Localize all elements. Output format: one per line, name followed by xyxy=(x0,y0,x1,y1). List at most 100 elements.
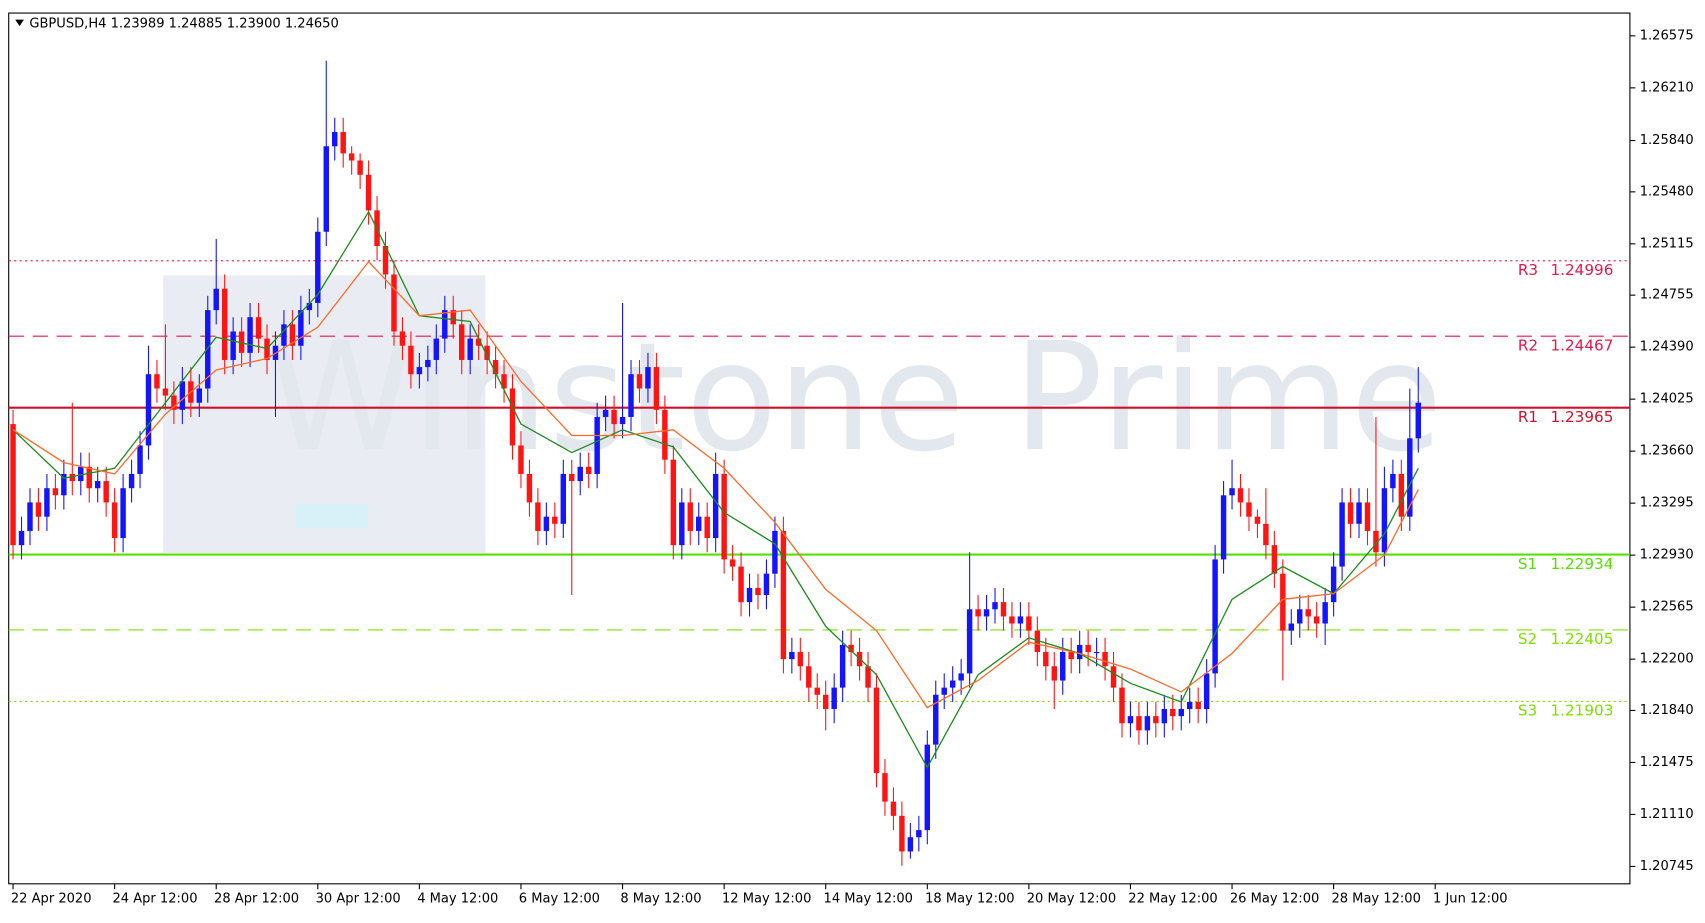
candle-body xyxy=(1161,709,1168,724)
candle-body xyxy=(416,367,423,375)
candle-body xyxy=(1068,652,1074,660)
y-tick-label: 1.21110 xyxy=(1640,807,1694,822)
candle-body xyxy=(18,530,25,546)
candle-body xyxy=(865,666,871,688)
candle-body xyxy=(949,680,956,688)
candle-body xyxy=(1127,716,1134,724)
candle-body xyxy=(814,687,820,695)
y-tick-label: 1.22930 xyxy=(1640,548,1694,563)
x-tick-label: 4 May 12:00 xyxy=(417,892,498,907)
candle-body xyxy=(484,345,490,360)
candle-body xyxy=(696,516,702,531)
level-value: 1.24467 xyxy=(1550,336,1613,354)
candle-body xyxy=(1085,644,1091,653)
candle-body xyxy=(1119,687,1125,724)
candle-body xyxy=(1051,666,1057,681)
candle-body xyxy=(450,310,456,325)
candle-body xyxy=(509,388,516,446)
candle-body xyxy=(1364,502,1371,531)
y-tick-label: 1.24025 xyxy=(1640,392,1694,407)
watermark-logo-bar xyxy=(295,503,368,528)
candle-body xyxy=(1220,495,1227,560)
candle-body xyxy=(247,317,253,353)
candle-body xyxy=(399,331,406,346)
header: GBPUSD,H4 1.23989 1.24885 1.23900 1.2465… xyxy=(29,16,338,31)
candle-body xyxy=(1178,709,1184,717)
candle-body xyxy=(1102,652,1108,667)
candle-body xyxy=(662,409,668,460)
y-tick-label: 1.23660 xyxy=(1640,444,1694,459)
candle-body xyxy=(408,345,414,375)
candle-body xyxy=(281,324,287,346)
candle-body xyxy=(1212,559,1218,674)
candle-body xyxy=(611,409,617,425)
candle-body xyxy=(365,174,372,211)
candle-body xyxy=(679,502,685,546)
candle-body xyxy=(916,830,922,838)
candle-body xyxy=(382,245,389,275)
x-tick-label: 22 Apr 2020 xyxy=(11,892,92,907)
candle-body xyxy=(348,153,355,161)
level-value: 1.24996 xyxy=(1550,261,1613,279)
candle-body xyxy=(357,160,363,175)
candle-body xyxy=(924,744,931,831)
candle-body xyxy=(35,502,42,517)
candle-body xyxy=(162,388,169,396)
candle-body xyxy=(1398,473,1405,517)
candle-body xyxy=(1415,402,1421,439)
candle-body xyxy=(712,473,719,539)
candle-body xyxy=(306,302,313,311)
candle-body xyxy=(86,466,92,489)
candle-body xyxy=(255,317,262,339)
candle-body xyxy=(1237,488,1244,503)
candle-body xyxy=(230,331,236,360)
x-tick-label: 30 Apr 12:00 xyxy=(316,892,401,907)
candle-body xyxy=(1076,644,1083,660)
candle-body xyxy=(577,466,583,482)
candle-body xyxy=(907,837,914,852)
y-tick-label: 1.26210 xyxy=(1640,80,1694,95)
candle-body xyxy=(442,310,448,339)
candle-body xyxy=(467,338,473,360)
x-tick-label: 26 May 12:00 xyxy=(1230,892,1319,907)
candle-body xyxy=(78,466,84,482)
candle-body xyxy=(1186,701,1193,710)
candle-body xyxy=(966,609,973,674)
candle-body xyxy=(1254,516,1261,524)
candle-body xyxy=(52,488,59,496)
candle-body xyxy=(1263,523,1269,546)
candle-body xyxy=(458,324,465,360)
candle-body xyxy=(933,694,939,745)
candle-body xyxy=(1153,716,1159,724)
candle-body xyxy=(975,609,981,617)
candle-body xyxy=(171,395,177,410)
candle-body xyxy=(1043,652,1049,667)
level-value: 1.22934 xyxy=(1550,555,1613,573)
candle-body xyxy=(890,801,897,816)
candle-body xyxy=(1034,630,1041,653)
candle-body xyxy=(501,374,507,389)
level-name: S2 xyxy=(1518,630,1537,648)
candle-body xyxy=(569,473,575,482)
x-tick-label: 24 Apr 12:00 xyxy=(112,892,197,907)
y-tick-label: 1.25480 xyxy=(1640,184,1694,199)
candle-body xyxy=(704,516,710,539)
candle-body xyxy=(61,473,67,496)
candle-body xyxy=(873,687,880,774)
candle-body xyxy=(721,473,727,560)
x-tick-label: 1 Jun 12:00 xyxy=(1433,892,1508,907)
x-tick-label: 8 May 12:00 xyxy=(620,892,701,907)
level-value: 1.22405 xyxy=(1550,630,1613,648)
candle-body xyxy=(323,146,329,232)
plot-frame xyxy=(8,12,1631,885)
y-tick-label: 1.24390 xyxy=(1640,340,1694,355)
candle-body xyxy=(552,516,558,524)
candle-body xyxy=(1313,616,1320,624)
candle-body xyxy=(543,516,550,531)
x-tick-label: 12 May 12:00 xyxy=(722,892,811,907)
level-name: R3 xyxy=(1518,261,1538,279)
candle-body xyxy=(1000,602,1007,617)
candle-body xyxy=(797,652,804,667)
candle-body xyxy=(636,374,643,389)
candle-body xyxy=(391,274,397,332)
